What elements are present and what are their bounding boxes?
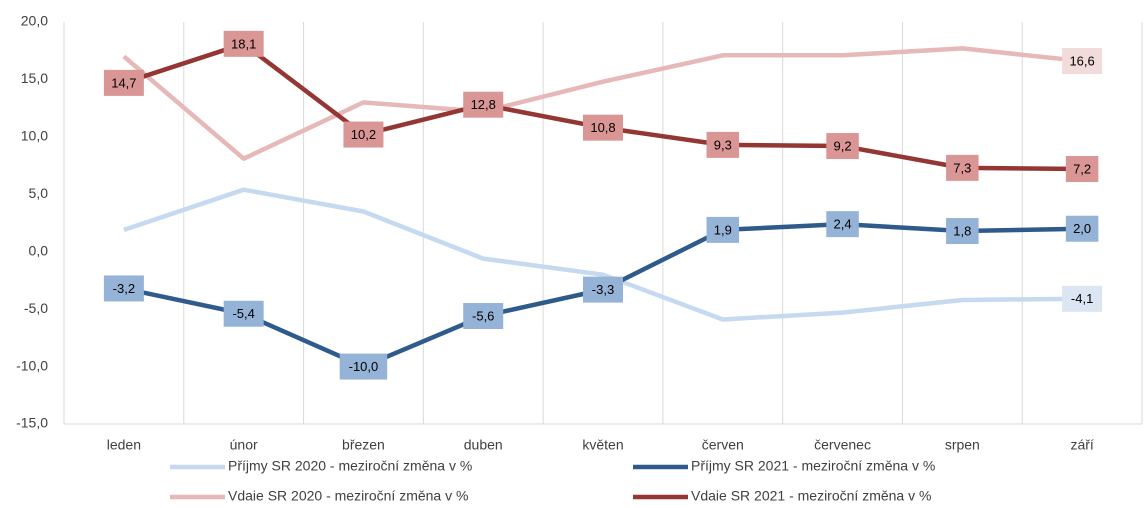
data-label-box [103, 275, 144, 302]
data-label-box [583, 114, 623, 141]
x-tick-label: březen [342, 437, 385, 453]
x-tick-label: leden [107, 437, 141, 453]
data-label: -5,6 [472, 308, 494, 323]
data-label: 2,0 [1073, 221, 1091, 236]
data-label-box [583, 276, 623, 303]
data-label-box [1062, 285, 1103, 312]
data-label: 7,2 [1073, 161, 1091, 176]
data-label: 10,8 [590, 120, 615, 135]
x-tick-label: srpen [945, 437, 980, 453]
data-label: 9,2 [834, 138, 852, 153]
x-tick-label: květen [582, 437, 623, 453]
data-label: 10,2 [351, 127, 376, 142]
y-tick-label: 20,0 [21, 13, 48, 29]
data-label: -4,1 [1071, 291, 1093, 306]
series-line [122, 46, 1083, 161]
data-label: 18,1 [231, 36, 256, 51]
legend-label: Vdaie SR 2020 - meziroční změna v % [228, 488, 468, 504]
data-label-box [1062, 48, 1103, 75]
data-label-box [343, 121, 384, 148]
y-tick-label: 0,0 [29, 242, 49, 258]
data-label: 14,7 [111, 75, 136, 90]
x-tick-label: únor [230, 437, 258, 453]
data-label-box [1065, 156, 1099, 183]
x-tick-label: červenec [814, 437, 871, 453]
data-label: -3,3 [592, 282, 614, 297]
data-label-box [946, 154, 979, 181]
y-tick-label: -10,0 [16, 357, 48, 373]
x-tick-label: duben [464, 437, 503, 453]
data-label-box [706, 216, 740, 243]
data-label: -3,2 [113, 281, 135, 296]
data-label-box [103, 69, 144, 96]
data-label-box [223, 30, 264, 57]
data-label-box [339, 353, 388, 380]
data-label: -5,4 [232, 306, 254, 321]
data-label: 9,3 [714, 137, 732, 152]
y-tick-label: 15,0 [21, 70, 48, 86]
legend-label: Příjmy SR 2020 - meziroční změna v % [228, 458, 472, 474]
data-label-box [1065, 215, 1099, 242]
data-label-box [706, 131, 740, 158]
data-label: -10,0 [349, 359, 379, 374]
data-label: 1,8 [953, 223, 971, 238]
y-tick-label: -5,0 [24, 300, 48, 316]
data-label-box [463, 91, 504, 118]
data-label: 16,6 [1069, 53, 1094, 68]
series-line [123, 41, 1083, 172]
x-tick-label: červen [702, 437, 744, 453]
series-line [123, 187, 1083, 322]
data-label: 2,4 [834, 217, 852, 232]
y-tick-label: 10,0 [21, 128, 48, 144]
data-label-box [826, 133, 859, 160]
data-label-box [463, 303, 504, 330]
x-tick-label: září [1070, 437, 1093, 453]
data-label-box [826, 211, 859, 238]
y-tick-label: 5,0 [29, 185, 49, 201]
data-label: 1,9 [714, 222, 732, 237]
data-label: 7,3 [953, 160, 971, 175]
legend-label: Příjmy SR 2021 - meziroční změna v % [691, 458, 935, 474]
data-label-box [223, 300, 264, 327]
legend-label: Vdaie SR 2021 - meziroční změna v % [691, 488, 931, 504]
y-tick-label: -15,0 [16, 415, 48, 431]
data-label-box [946, 218, 979, 245]
data-label: 12,8 [471, 97, 496, 112]
